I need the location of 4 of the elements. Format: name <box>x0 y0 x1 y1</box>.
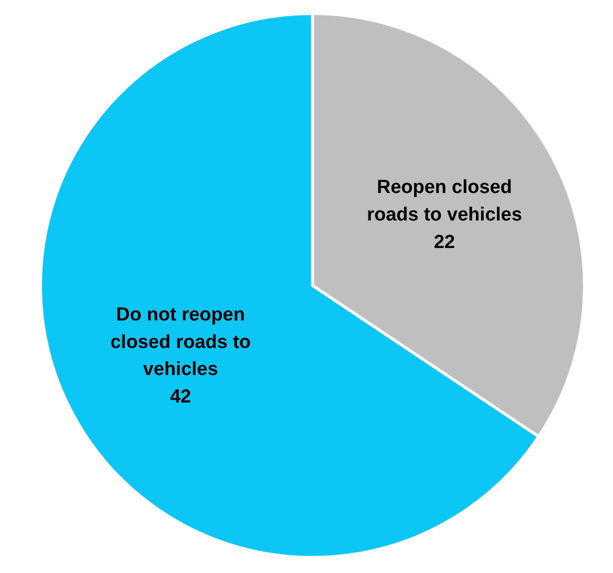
data-label: 22 <box>434 232 456 253</box>
slice-label: Reopen closed roads to vehicles <box>366 177 522 226</box>
slice-label: Do not reopen closed roads to vehicles <box>110 304 251 380</box>
data-label: 42 <box>170 386 192 408</box>
